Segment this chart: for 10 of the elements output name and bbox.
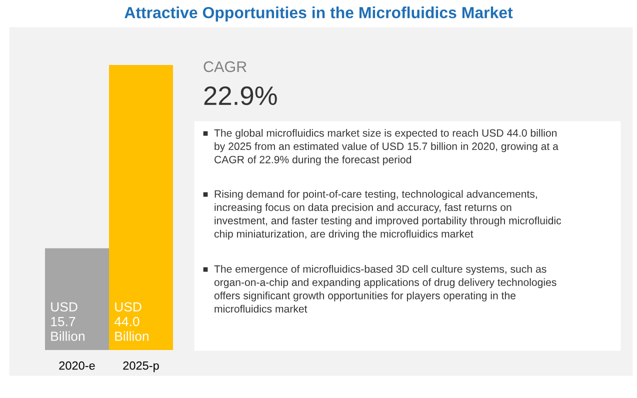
data-label: USD 15.7 Billion [51,302,84,341]
data-label: USD 44.0 Billion [114,302,148,341]
text: CAGR [204,61,246,72]
text: 22.9% [204,86,277,106]
text: Rising demand for point-of-care testing, technological advancements, increasing focus on data precision and accuracy, fast returns on investment, and faster testing and improved portability through microfluidic chip miniaturization, are driving the microfluidics market [214,190,562,240]
text: Attractive Opportunities in the Microfluidics Market [124,6,513,22]
x-tick-label: 2025-p [123,361,159,372]
text: The emergence of microfluidics-based 3D cell culture systems, such as organ-on-a-chip and expanding applications of drug delivery technologies offers significant growth opportunities for players operating in the microfluidics market [214,265,556,313]
text: The global microfluidics market size is expected to reach USD 44.0 billion by 2025 from an estimated value of USD 15.7 billion in 2020, growing at a CAGR of 22.9% during the forecast period [214,129,558,166]
x-tick-label: 2020-e [59,361,95,370]
